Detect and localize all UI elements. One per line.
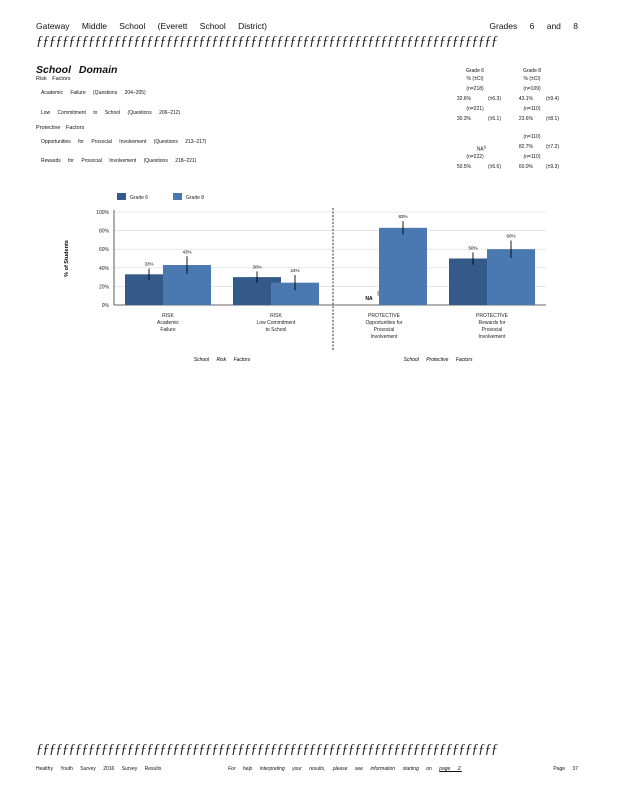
- category-label: Opportunities for: [366, 320, 403, 326]
- footer-survey-title: Healthy Youth Survey 2016 Survey Results: [36, 766, 162, 772]
- legend-label-grade6: Grade 6: [130, 195, 148, 201]
- legend-swatch-grade8: [173, 193, 182, 200]
- row-academic-failure-v8: 43.1%: [518, 96, 533, 102]
- category-label: Rewards for: [479, 320, 506, 326]
- col-header-grade6: Grade 6: [465, 68, 485, 74]
- row-rewards-v6: 50.5%: [456, 164, 471, 170]
- legend-swatch-grade6: [117, 193, 126, 200]
- category-label: Involvement: [479, 334, 507, 340]
- category-label: Prosocial: [482, 327, 503, 333]
- section-title: School Domain: [36, 64, 118, 76]
- row-academic-failure-n6: (n=218): [466, 86, 484, 92]
- bar-value-label: 24%: [290, 268, 299, 273]
- y-tick-label: 20%: [99, 284, 110, 290]
- bar-value-label: 60%: [506, 234, 515, 239]
- row-academic-failure-ci8: (±9.4): [545, 96, 559, 102]
- y-tick-label: 80%: [99, 229, 110, 235]
- category-label: RISK: [270, 313, 282, 319]
- footer-page-number: Page 37: [553, 766, 578, 772]
- row-academic-failure-n8: (n=109): [523, 86, 541, 92]
- row-opportunities-ci8: (±7.2): [545, 144, 559, 150]
- category-label: to School: [266, 327, 287, 333]
- row-academic-failure-v6: 32.6%: [456, 96, 471, 102]
- category-label: Failure: [160, 327, 176, 333]
- category-label: Academic: [157, 320, 179, 326]
- report-header-grades: Grades 6 and 8: [489, 21, 578, 31]
- row-low-commitment-n6: (n=221): [466, 106, 484, 112]
- na-note-marker: §: [483, 144, 486, 149]
- row-opportunities-v8: 82.7%: [518, 144, 533, 150]
- row-low-commitment-ci8: (±8.1): [545, 116, 559, 122]
- row-opportunities-label: Opportunities for Prosocial Involvement …: [41, 139, 207, 145]
- header-rule: ƒƒƒƒƒƒƒƒƒƒƒƒƒƒƒƒƒƒƒƒƒƒƒƒƒƒƒƒƒƒƒƒƒƒƒƒƒƒƒƒ…: [36, 34, 498, 49]
- bar-value-label: 50%: [468, 245, 477, 250]
- group-label-risk: School Risk Factors: [194, 357, 251, 363]
- footer-rule: ƒƒƒƒƒƒƒƒƒƒƒƒƒƒƒƒƒƒƒƒƒƒƒƒƒƒƒƒƒƒƒƒƒƒƒƒƒƒƒƒ…: [36, 742, 498, 757]
- category-label: Prosocial: [374, 327, 395, 333]
- category-label: RISK: [162, 313, 174, 319]
- report-header-school: Gateway Middle School (Everett School Di…: [36, 21, 267, 31]
- y-tick-label: 100%: [96, 210, 109, 216]
- bar-value-label: 43%: [182, 249, 191, 254]
- row-low-commitment-ci6: (±6.1): [487, 116, 501, 122]
- row-low-commitment-label: Low Commitment to School (Questions 206–…: [41, 110, 181, 116]
- row-opportunities-v6: NA§: [476, 144, 486, 153]
- row-rewards-v8: 60.0%: [518, 164, 533, 170]
- bar-value-label: 83%: [398, 214, 407, 219]
- row-rewards-ci6: (±6.6): [487, 164, 501, 170]
- y-tick-label: 0%: [102, 303, 110, 309]
- bar-grade8: [271, 282, 319, 305]
- col-header-grade8: Grade 8: [522, 68, 542, 74]
- y-tick-label: 40%: [99, 266, 110, 272]
- y-axis-label: % of Students: [64, 240, 70, 277]
- bar-value-label: 33%: [144, 261, 153, 266]
- protective-factors-heading: Protective Factors: [36, 125, 85, 131]
- row-academic-failure-label: Academic Failure (Questions 204–205): [41, 90, 146, 96]
- footer-help-prefix: For help interpreting your results, plea…: [228, 766, 432, 772]
- footer-page-link[interactable]: page 2.: [439, 766, 462, 772]
- legend-label-grade8: Grade 8: [186, 195, 204, 201]
- col-sub-grade6: % (±CI): [466, 76, 484, 82]
- col-sub-grade8: % (±CI): [523, 76, 541, 82]
- row-rewards-n8: (n=110): [523, 154, 541, 160]
- bar-na-note: §: [377, 291, 380, 296]
- footer-help-text: For help interpreting your results, plea…: [228, 766, 462, 772]
- row-academic-failure-ci6: (±6.3): [487, 96, 501, 102]
- school-domain-bar-chart: 0% 20% 40% 60% 80% 100% % of Students Grade 6 Gr…: [64, 193, 546, 363]
- category-label: Involvement: [371, 334, 399, 340]
- row-rewards-label: Rewards for Prosocial Involvement (Quest…: [41, 158, 197, 164]
- row-low-commitment-v6: 30.3%: [456, 116, 471, 122]
- bar-grade8: [487, 249, 535, 305]
- row-low-commitment-v8: 23.6%: [518, 116, 533, 122]
- bar-grade8: [379, 227, 427, 305]
- y-tick-label: 60%: [99, 247, 110, 253]
- row-low-commitment-n8: (n=110): [523, 106, 541, 112]
- row-rewards-ci8: (±9.3): [545, 164, 559, 170]
- category-label: PROTECTIVE: [476, 313, 509, 319]
- row-opportunities-n8: (n=110): [523, 134, 541, 140]
- group-label-protective: School Protective Factors: [404, 357, 473, 363]
- row-rewards-n6: (n=222): [466, 154, 484, 160]
- risk-factors-heading: Risk Factors: [36, 76, 71, 82]
- category-label: PROTECTIVE: [368, 313, 401, 319]
- bar-label-na: NA: [365, 296, 373, 302]
- bar-value-label: 30%: [252, 264, 261, 269]
- category-label: Low Commitment: [257, 320, 297, 326]
